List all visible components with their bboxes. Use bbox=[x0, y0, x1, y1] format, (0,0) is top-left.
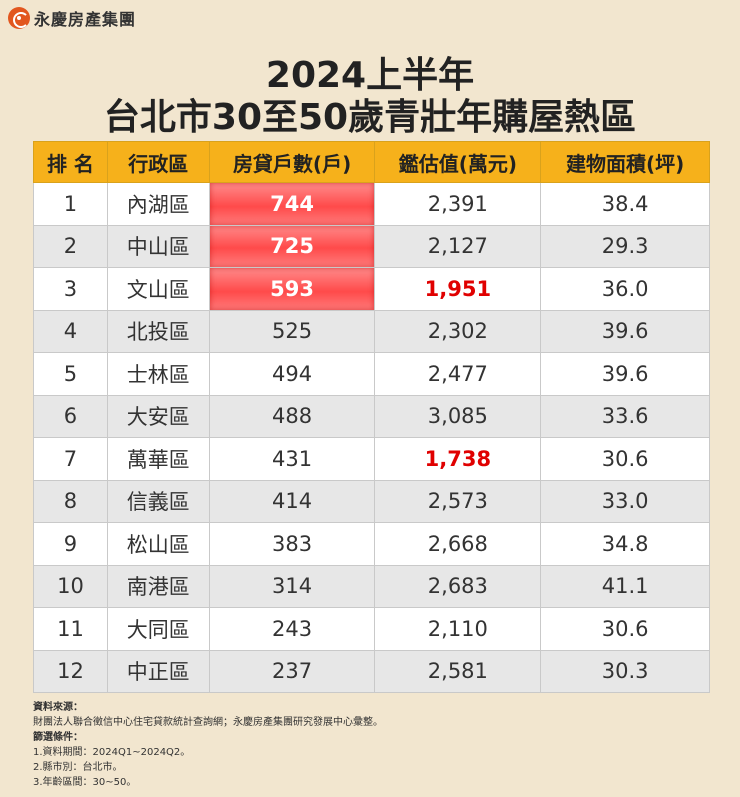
mortgages-cell: 725 bbox=[208, 224, 376, 268]
area-cell: 30.6 bbox=[540, 437, 710, 481]
rank-cell: 6 bbox=[33, 394, 108, 438]
table-row: 4 北投區 525 2,302 39.6 bbox=[33, 309, 710, 353]
yungching-logo-icon bbox=[8, 7, 30, 29]
rank-cell: 1 bbox=[33, 182, 108, 226]
title-line-1: 2024上半年 bbox=[265, 55, 475, 96]
mortgages-cell: 744 bbox=[208, 182, 376, 226]
district-cell: 大同區 bbox=[106, 607, 210, 651]
area-cell: 30.6 bbox=[540, 607, 710, 651]
table-row: 9 松山區 383 2,668 34.8 bbox=[33, 522, 710, 566]
appraisal-cell: 2,110 bbox=[374, 607, 542, 651]
header-area: 建物面積(坪) bbox=[540, 141, 710, 183]
rank-cell: 10 bbox=[33, 564, 108, 608]
rank-cell: 12 bbox=[33, 649, 108, 693]
district-cell: 信義區 bbox=[106, 479, 210, 523]
mortgages-cell: 494 bbox=[208, 352, 376, 396]
rank-cell: 9 bbox=[33, 522, 108, 566]
district-cell: 內湖區 bbox=[106, 182, 210, 226]
mortgages-cell: 314 bbox=[208, 564, 376, 608]
table-row: 3 文山區 593 1,951 36.0 bbox=[33, 267, 710, 311]
table-row: 11 大同區 243 2,110 30.6 bbox=[33, 607, 710, 651]
table-row: 12 中正區 237 2,581 30.3 bbox=[33, 649, 710, 693]
brand-logo: 永慶房產集團 bbox=[8, 6, 136, 30]
appraisal-cell: 2,477 bbox=[374, 352, 542, 396]
rank-cell: 7 bbox=[33, 437, 108, 481]
rank-cell: 5 bbox=[33, 352, 108, 396]
area-cell: 39.6 bbox=[540, 309, 710, 353]
area-cell: 33.6 bbox=[540, 394, 710, 438]
mortgages-cell: 243 bbox=[208, 607, 376, 651]
district-cell: 中正區 bbox=[106, 649, 210, 693]
mortgages-cell: 237 bbox=[208, 649, 376, 693]
table-row: 10 南港區 314 2,683 41.1 bbox=[33, 564, 710, 608]
area-cell: 36.0 bbox=[540, 267, 710, 311]
criteria-header: 篩選條件： bbox=[33, 732, 83, 743]
appraisal-cell: 1,951 bbox=[374, 267, 542, 311]
mortgages-cell: 488 bbox=[208, 394, 376, 438]
header-district: 行政區 bbox=[106, 141, 210, 183]
mortgages-cell: 431 bbox=[208, 437, 376, 481]
appraisal-cell: 2,683 bbox=[374, 564, 542, 608]
district-cell: 萬華區 bbox=[106, 437, 210, 481]
table-row: 6 大安區 488 3,085 33.6 bbox=[33, 394, 710, 438]
district-cell: 士林區 bbox=[106, 352, 210, 396]
mortgages-cell: 414 bbox=[208, 479, 376, 523]
mortgages-cell: 593 bbox=[208, 267, 376, 311]
criteria-item: 2.縣市別：台北市。 bbox=[33, 762, 123, 773]
table-row: 8 信義區 414 2,573 33.0 bbox=[33, 479, 710, 523]
rank-cell: 8 bbox=[33, 479, 108, 523]
area-cell: 34.8 bbox=[540, 522, 710, 566]
criteria-item: 3.年齡區間：30~50。 bbox=[33, 777, 137, 788]
district-cell: 中山區 bbox=[106, 224, 210, 268]
area-cell: 41.1 bbox=[540, 564, 710, 608]
district-cell: 大安區 bbox=[106, 394, 210, 438]
rank-cell: 3 bbox=[33, 267, 108, 311]
mortgages-cell: 525 bbox=[208, 309, 376, 353]
table-row: 1 內湖區 744 2,391 38.4 bbox=[33, 182, 710, 226]
appraisal-cell: 3,085 bbox=[374, 394, 542, 438]
notes: 資料來源： 財團法人聯合徵信中心住宅貸款統計查詢網；永慶房產集團研究發展中心彙整… bbox=[33, 700, 383, 790]
appraisal-cell: 2,127 bbox=[374, 224, 542, 268]
district-cell: 松山區 bbox=[106, 522, 210, 566]
appraisal-cell: 2,391 bbox=[374, 182, 542, 226]
source-text: 財團法人聯合徵信中心住宅貸款統計查詢網；永慶房產集團研究發展中心彙整。 bbox=[33, 717, 383, 728]
appraisal-cell: 2,668 bbox=[374, 522, 542, 566]
title-line-2: 台北市30至50歲青壯年購屋熱區 bbox=[103, 97, 637, 138]
source-header: 資料來源： bbox=[33, 702, 83, 713]
district-cell: 北投區 bbox=[106, 309, 210, 353]
rank-cell: 2 bbox=[33, 224, 108, 268]
appraisal-cell: 2,581 bbox=[374, 649, 542, 693]
table-body: 1 內湖區 744 2,391 38.4 2 中山區 725 2,127 29.3 3 文山區 593 1… bbox=[33, 182, 710, 693]
table-row: 2 中山區 725 2,127 29.3 bbox=[33, 224, 710, 268]
district-cell: 南港區 bbox=[106, 564, 210, 608]
table-row: 5 士林區 494 2,477 39.6 bbox=[33, 352, 710, 396]
table-row: 7 萬華區 431 1,738 30.6 bbox=[33, 437, 710, 481]
table-header-row: 排 名 行政區 房貸戶數(戶) 鑑估值(萬元) 建物面積(坪) bbox=[33, 141, 710, 183]
criteria-item: 1.資料期間：2024Q1~2024Q2。 bbox=[33, 747, 191, 758]
area-cell: 33.0 bbox=[540, 479, 710, 523]
area-cell: 39.6 bbox=[540, 352, 710, 396]
area-cell: 38.4 bbox=[540, 182, 710, 226]
area-cell: 29.3 bbox=[540, 224, 710, 268]
appraisal-cell: 2,573 bbox=[374, 479, 542, 523]
appraisal-cell: 1,738 bbox=[374, 437, 542, 481]
rank-cell: 4 bbox=[33, 309, 108, 353]
brand-name: 永慶房產集團 bbox=[34, 10, 137, 29]
header-appraisal: 鑑估值(萬元) bbox=[374, 141, 542, 183]
mortgages-cell: 383 bbox=[208, 522, 376, 566]
appraisal-cell: 2,302 bbox=[374, 309, 542, 353]
district-cell: 文山區 bbox=[106, 267, 210, 311]
header-mortgages: 房貸戶數(戶) bbox=[208, 141, 376, 183]
ranking-table: 排 名 行政區 房貸戶數(戶) 鑑估值(萬元) 建物面積(坪) 1 內湖區 744 2… bbox=[33, 141, 710, 693]
rank-cell: 11 bbox=[33, 607, 108, 651]
header-rank: 排 名 bbox=[33, 141, 108, 183]
area-cell: 30.3 bbox=[540, 649, 710, 693]
